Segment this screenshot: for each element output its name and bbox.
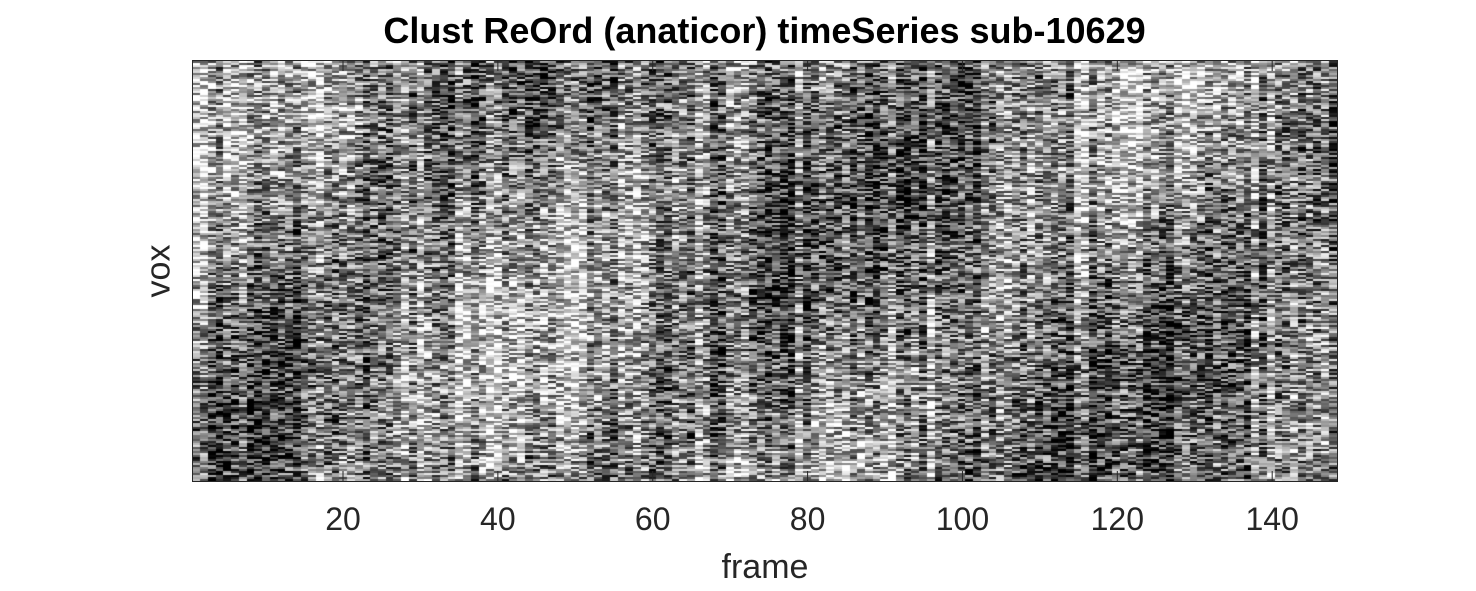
x-tick-label: 120	[1091, 501, 1144, 537]
y-axis-label: vox	[139, 244, 178, 298]
x-axis-label: frame	[721, 548, 809, 586]
x-tick-label: 40	[480, 501, 516, 537]
x-tick-label: 100	[936, 501, 989, 537]
x-tick-label: 20	[325, 501, 361, 537]
x-tick-label: 140	[1245, 501, 1298, 537]
x-tick-label: 60	[635, 501, 671, 537]
chart-title: Clust ReOrd (anaticor) timeSeries sub-10…	[383, 10, 1146, 51]
heatmap-image	[193, 61, 1337, 481]
x-tick-label: 80	[790, 501, 826, 537]
